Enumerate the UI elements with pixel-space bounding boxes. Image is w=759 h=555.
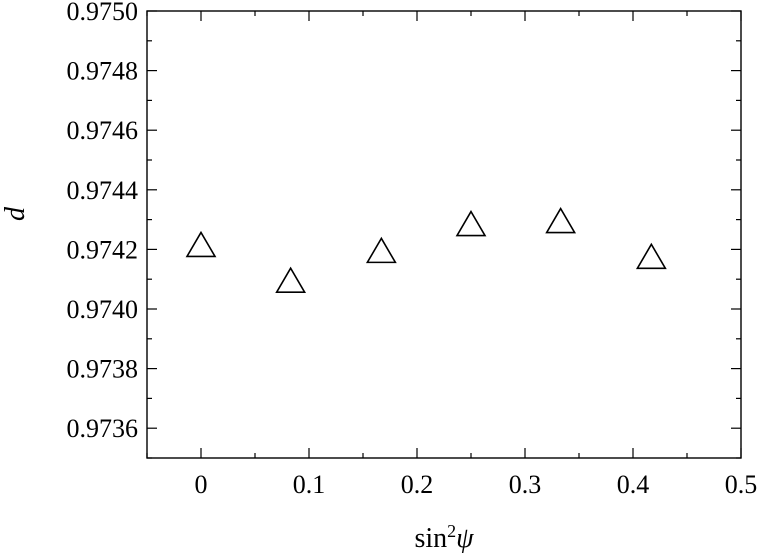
data-point-triangle	[635, 242, 667, 270]
y-tick-label: 0.9738	[67, 355, 139, 384]
x-tick-label: 0.5	[725, 470, 758, 499]
data-point-triangle	[545, 206, 577, 234]
plot-frame	[146, 10, 742, 459]
data-point-triangle	[365, 236, 397, 264]
y-tick-label: 0.9742	[67, 235, 139, 264]
x-axis-title: sin2ψ	[414, 521, 474, 554]
x-tick-label: 0	[195, 470, 208, 499]
y-tick-label: 0.9750	[67, 0, 139, 26]
y-tick-label: 0.9746	[67, 116, 139, 145]
x-tick-label: 0.4	[617, 470, 650, 499]
data-point-triangle	[455, 209, 487, 237]
data-points	[185, 206, 667, 293]
data-point-triangle	[185, 230, 217, 258]
y-tick-label: 0.9748	[67, 57, 139, 86]
x-tick-label: 0.1	[293, 470, 326, 499]
y-axis-title: d	[0, 206, 31, 221]
y-tick-label: 0.9740	[67, 295, 139, 324]
x-tick-label: 0.2	[401, 470, 434, 499]
x-axis-title-variable: ψ	[456, 523, 474, 554]
data-point-triangle	[275, 266, 307, 293]
x-axis-title-superscript: 2	[447, 521, 456, 541]
y-tick-label: 0.9736	[67, 414, 139, 443]
axes: 0.9736 0.9738 0.9740 0.9742 0.9744 0.9746 0.97…	[67, 0, 758, 499]
x-axis-title-base: sin	[414, 523, 447, 554]
y-tick-label: 0.9744	[67, 176, 139, 205]
x-tick-label: 0.3	[509, 470, 542, 499]
